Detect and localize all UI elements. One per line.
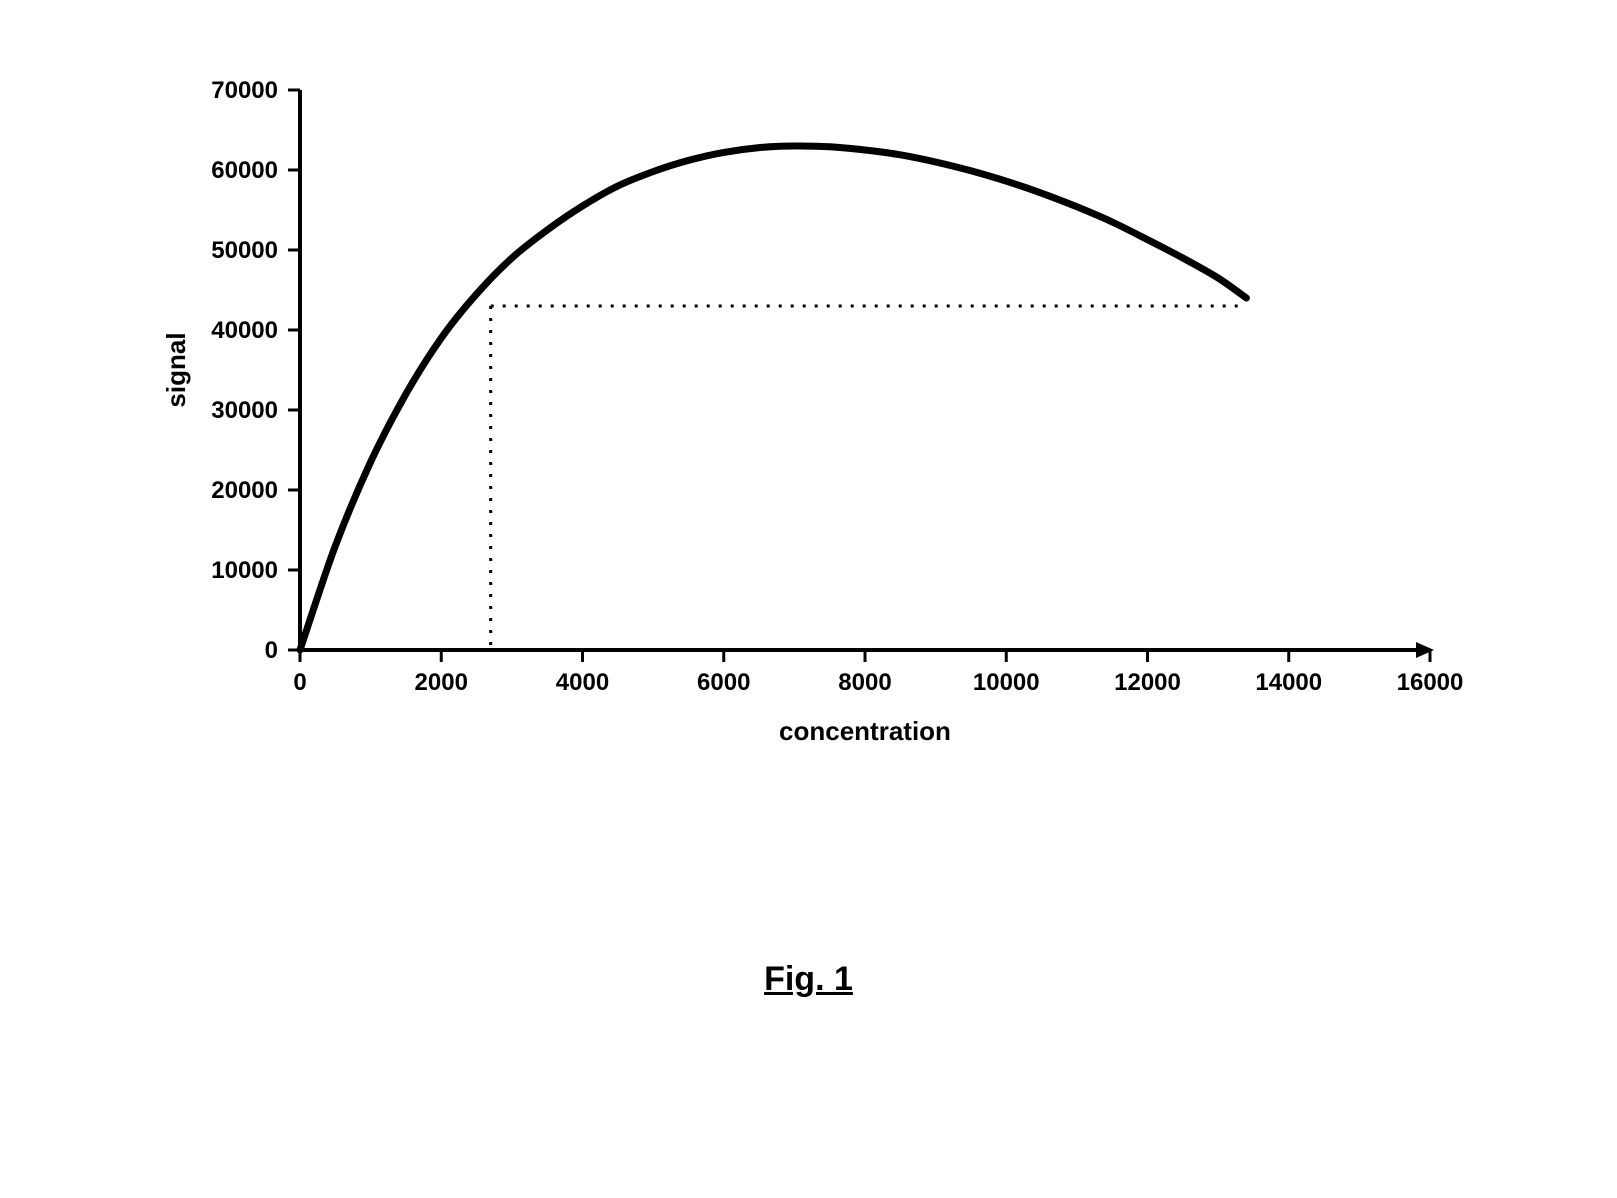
y-tick-label: 50000 xyxy=(211,237,278,264)
y-tick-label: 10000 xyxy=(211,557,278,584)
x-tick-label: 2000 xyxy=(415,669,468,696)
y-tick-label: 30000 xyxy=(211,397,278,424)
x-axis-label: concentration xyxy=(779,716,951,746)
x-tick-label: 6000 xyxy=(697,669,750,696)
x-tick-label: 4000 xyxy=(556,669,609,696)
figure-caption: Fig. 1 xyxy=(0,960,1617,999)
chart-svg: 0 10000 20000 30000 40000 50000 60000 70000 0 200… xyxy=(140,70,1480,790)
x-tick-label: 10000 xyxy=(973,669,1040,696)
x-tick-label: 12000 xyxy=(1114,669,1181,696)
y-tick-label: 20000 xyxy=(211,477,278,504)
y-tick-label: 70000 xyxy=(211,77,278,104)
y-tick-label: 60000 xyxy=(211,157,278,184)
y-axis-label: signal xyxy=(161,332,191,407)
x-tick-label: 14000 xyxy=(1255,669,1322,696)
x-tick-label: 0 xyxy=(293,669,306,696)
chart-container: 0 10000 20000 30000 40000 50000 60000 70000 0 200… xyxy=(140,70,1480,790)
x-tick-label: 8000 xyxy=(838,669,891,696)
x-tick-label: 16000 xyxy=(1397,669,1464,696)
page: 0 10000 20000 30000 40000 50000 60000 70000 0 200… xyxy=(0,0,1617,1198)
y-tick-label: 0 xyxy=(265,637,278,664)
y-tick-label: 40000 xyxy=(211,317,278,344)
